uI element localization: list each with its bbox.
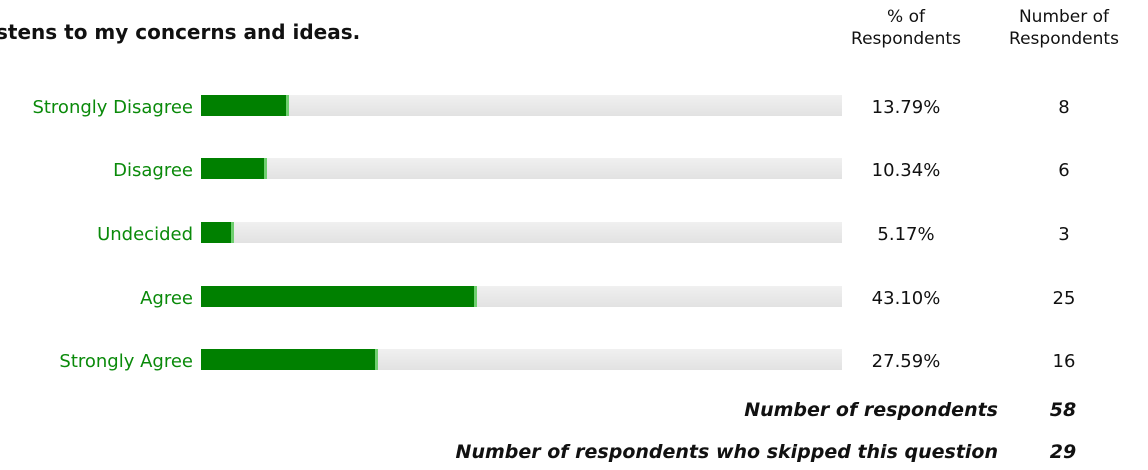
bar-track (201, 158, 842, 179)
percent-value: 5.17% (877, 224, 935, 245)
bar-track (201, 286, 842, 307)
pct-header-line1: % of (887, 7, 925, 27)
count-value: 6 (1058, 160, 1070, 181)
bar (201, 95, 290, 116)
count-value: 16 (1052, 351, 1076, 372)
skipped-value: 29 (1049, 441, 1077, 463)
percent-value: 43.10% (871, 288, 941, 309)
count-header-line1: Number of (1018, 7, 1110, 27)
skipped-label: Number of respondents who skipped this q… (455, 441, 998, 463)
bar (201, 158, 268, 179)
chart-row: Strongly Agree 27.59% 16 (0, 347, 1148, 377)
bar-track (201, 95, 842, 116)
pct-column-header: % of Respondents (836, 6, 976, 50)
chart-row: Strongly Disagree 13.79% 8 (0, 93, 1148, 123)
category-label: Strongly Agree (59, 351, 193, 372)
bar (201, 286, 478, 307)
chart-row: Agree 43.10% 25 (0, 284, 1148, 314)
bar-track (201, 222, 842, 243)
bar (201, 222, 235, 243)
category-label: Disagree (113, 160, 193, 181)
respondents-value: 58 (1049, 399, 1077, 421)
chart-row: Disagree 10.34% 6 (0, 156, 1148, 186)
count-value: 8 (1058, 97, 1070, 118)
question-title: stens to my concerns and ideas. (0, 20, 361, 44)
bar-track (201, 349, 842, 370)
count-column-header: Number of Respondents (995, 6, 1133, 50)
chart-row: Undecided 5.17% 3 (0, 220, 1148, 250)
respondents-label: Number of respondents (744, 399, 998, 421)
count-value: 3 (1058, 224, 1070, 245)
percent-value: 27.59% (871, 351, 941, 372)
percent-value: 10.34% (871, 160, 941, 181)
category-label: Undecided (97, 224, 193, 245)
category-label: Strongly Disagree (32, 97, 193, 118)
response-bar-chart: Strongly Disagree 13.79% 8 Disagree 10.34% 6 U… (0, 93, 1148, 377)
count-value: 25 (1052, 288, 1076, 309)
bar (201, 349, 378, 370)
count-header-line2: Respondents (1009, 29, 1119, 49)
percent-value: 13.79% (871, 97, 941, 118)
pct-header-line2: Respondents (851, 29, 961, 49)
category-label: Agree (140, 288, 193, 309)
